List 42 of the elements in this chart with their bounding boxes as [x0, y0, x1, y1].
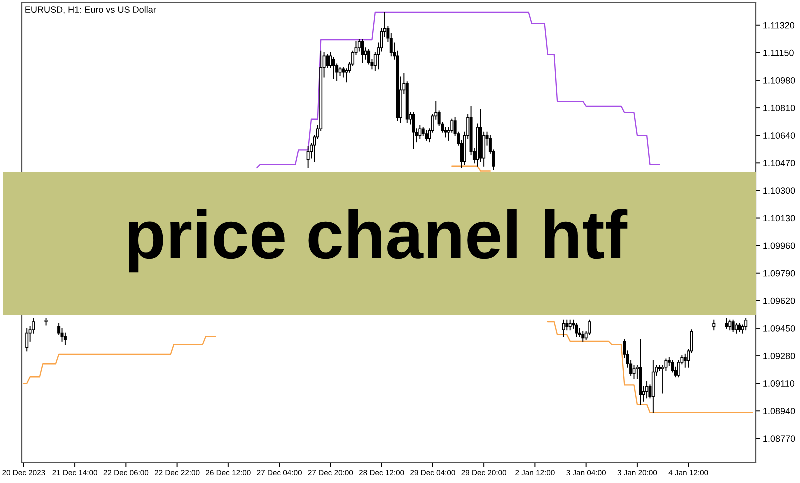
y-tick-label: 1.10470	[764, 160, 796, 167]
chart-subtitle: EURUSD, H1: Euro vs US Dollar	[26, 6, 156, 14]
candlestick	[306, 146, 310, 169]
line-series	[256, 12, 660, 169]
y-tick-label: 1.11320	[764, 22, 795, 29]
candlestick	[326, 54, 329, 68]
candlestick	[562, 320, 566, 338]
candlestick	[632, 365, 636, 380]
y-tick-label: 1.09620	[764, 298, 796, 304]
y-tick-label: 1.10640	[764, 132, 796, 139]
candlestick	[735, 323, 738, 334]
candlestick	[725, 318, 728, 329]
y-tick-label: 1.09450	[764, 325, 796, 332]
candlestick	[582, 331, 585, 342]
candlestick	[361, 39, 364, 64]
candlestick	[732, 320, 735, 332]
candlestick	[425, 130, 428, 141]
candlestick	[728, 320, 732, 331]
candlestick	[412, 112, 416, 150]
text: price chanel htf	[129, 209, 628, 273]
candlestick	[684, 354, 687, 368]
candlestick	[744, 318, 748, 331]
candlestick	[332, 57, 336, 80]
y-tick-label: 1.09790	[764, 270, 796, 277]
y-tick-label: 1.09110	[764, 380, 795, 387]
candlestick	[418, 125, 422, 140]
candlestick	[26, 328, 29, 352]
y-tick-label: 1.09280	[764, 352, 796, 360]
y-tick-label: 1.10130	[764, 215, 796, 222]
candlestick	[646, 381, 649, 399]
y-tick-label: 1.08940	[764, 408, 796, 414]
candlestick	[566, 320, 569, 331]
y-tick-label: 1.10810	[764, 105, 796, 112]
candlestick	[575, 323, 578, 338]
y-tick-label: 1.11150	[764, 50, 794, 56]
candlestick	[712, 320, 716, 331]
y-tick-label: 1.10300	[764, 188, 796, 194]
candlestick	[358, 39, 361, 52]
y-tick-label: 1.08770	[764, 436, 796, 442]
candlestick	[568, 320, 572, 331]
y-tick-label: 1.09960	[764, 242, 796, 250]
y-tick-label: 1.10980	[764, 77, 796, 84]
